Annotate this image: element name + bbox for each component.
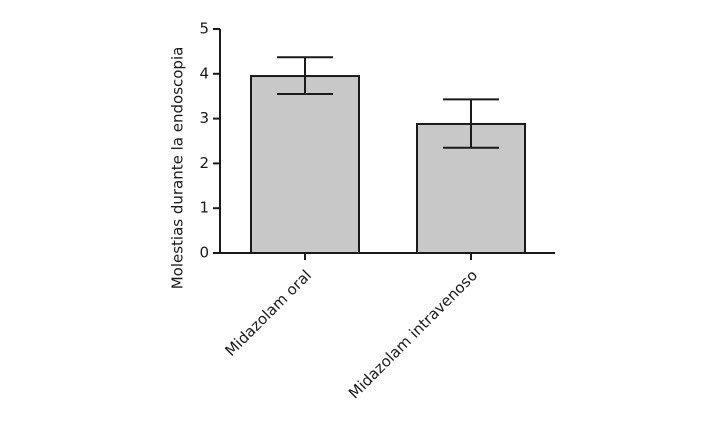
y-tick-label: 0: [199, 244, 209, 262]
y-tick-label: 3: [199, 109, 209, 127]
y-tick-label: 2: [199, 154, 209, 172]
bar: [250, 75, 360, 255]
x-category-label: Midazolam intravenoso: [345, 266, 481, 402]
y-tick-label: 1: [199, 199, 209, 217]
y-axis-title: Molestias durante la endoscopia: [169, 47, 187, 290]
y-tick-label: 5: [199, 20, 209, 38]
x-category-label: Midazolam oral: [221, 266, 315, 360]
y-tick-label: 4: [199, 64, 209, 82]
plot-area: 0 1 2 3 4 5 Midazolam oral Midazolam intravenos…: [199, 20, 555, 402]
